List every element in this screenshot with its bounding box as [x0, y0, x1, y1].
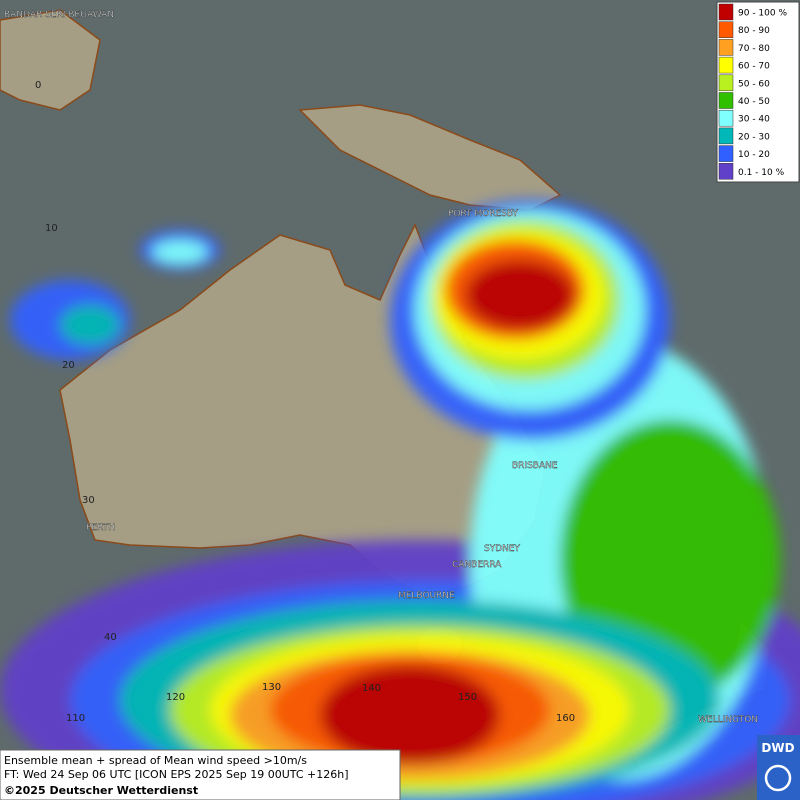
city-label: PERTH: [86, 523, 115, 533]
lat-label: 0: [35, 80, 41, 91]
lon-label: 160: [556, 713, 575, 724]
legend-label: 0.1 - 10 %: [738, 168, 785, 178]
wind-probability: [0, 200, 800, 804]
legend-label: 60 - 70: [738, 62, 770, 72]
city-label: WELLINGTON: [698, 715, 758, 725]
legend-swatch: [718, 92, 734, 109]
logo-text: DWD: [761, 741, 794, 755]
city-label: MELBOURNE: [398, 591, 455, 601]
grid-labels: 0 10 20 30 40 110 120 130 140 150 160: [35, 80, 575, 724]
lat-label: 20: [62, 360, 75, 371]
lon-label: 140: [362, 683, 381, 694]
legend-label: 90 - 100 %: [738, 9, 787, 19]
wind-area: [465, 260, 575, 330]
copyright: ©2025 Deutscher Wetterdienst: [4, 784, 198, 797]
legend-label: 50 - 60: [738, 79, 770, 89]
legend-swatch: [718, 127, 734, 145]
city-label: BANDAR SERI BEGAWAN: [4, 10, 114, 20]
legend-swatch: [718, 145, 734, 162]
legend-label: 10 - 20: [738, 150, 770, 160]
lon-label: 130: [262, 682, 281, 693]
legend-swatch: [718, 109, 734, 127]
cities: BANDAR SERI BEGAWAN PORT MORESBY BRISBAN…: [4, 10, 758, 725]
wind-area: [320, 665, 500, 765]
legend-swatch: [718, 56, 734, 74]
lat-label: 40: [104, 632, 117, 643]
legend-swatch: [718, 74, 734, 92]
city-label: CANBERRA: [452, 560, 502, 570]
legend-swatch: [718, 163, 734, 180]
legend: 90 - 100 % 80 - 90 70 - 80 60 - 70 50 - 60 40…: [716, 1, 800, 183]
lat-label: 30: [82, 495, 95, 506]
legend-label: 70 - 80: [738, 44, 770, 54]
lat-label: 10: [45, 223, 58, 234]
city-label: BRISBANE: [512, 461, 558, 471]
legend-label: 20 - 30: [738, 132, 770, 142]
legend-swatch: [718, 3, 734, 21]
city-label: SYDNEY: [484, 544, 521, 554]
legend-swatch: [718, 21, 734, 38]
lon-label: 110: [66, 713, 85, 724]
city-label: PORT MORESBY: [448, 209, 519, 219]
legend-label: 40 - 50: [738, 97, 770, 107]
wind-area: [60, 305, 120, 345]
logo-swirl: [764, 764, 792, 792]
wind-area: [152, 240, 208, 264]
legend-label: 80 - 90: [738, 26, 770, 36]
footer-text: FT: Wed 24 Sep 06 UTC [ICON EPS 2025 Sep…: [4, 768, 349, 781]
legend-label: 30 - 40: [738, 115, 770, 125]
lon-label: 150: [458, 692, 477, 703]
footer-box: [0, 749, 401, 801]
footer-text: Ensemble mean + spread of Mean wind spee…: [4, 754, 307, 767]
legend-swatch: [718, 39, 734, 56]
lon-label: 120: [166, 692, 185, 703]
